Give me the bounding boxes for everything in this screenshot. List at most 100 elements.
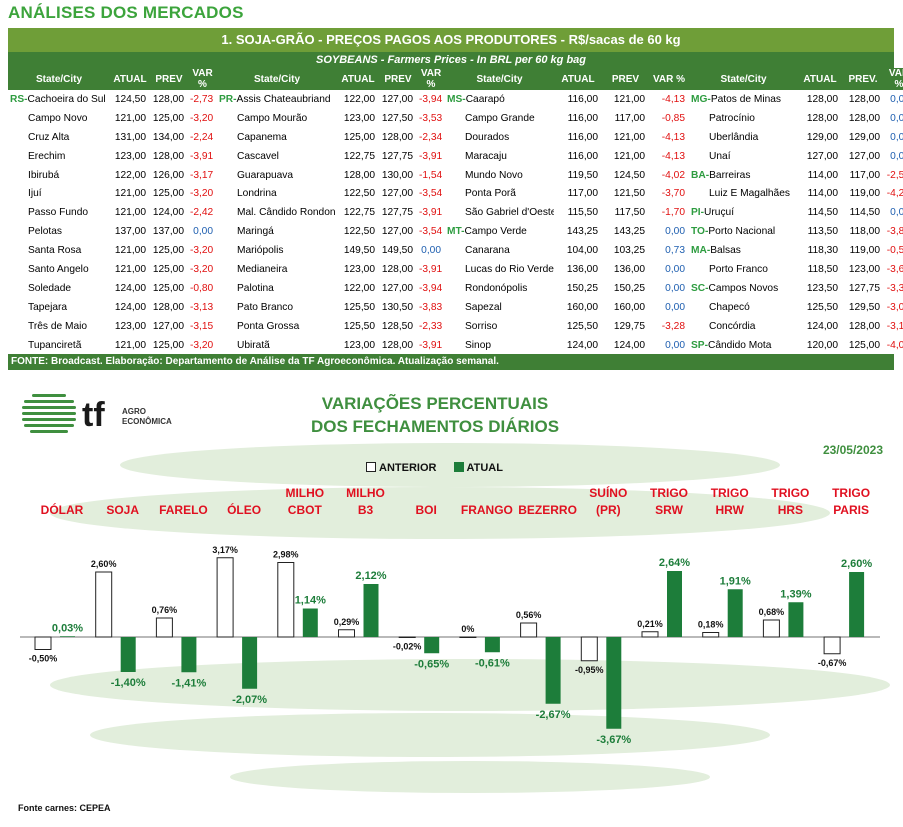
city-name: Sorriso	[465, 320, 498, 332]
city-name: Santo Angelo	[28, 263, 89, 275]
city-name: Barreiras	[709, 169, 751, 181]
table-row: Campo Novo 121,00 125,00 -3,20 Campo Mourão 1…	[8, 109, 903, 128]
city-cell: Medianeira	[217, 260, 337, 279]
category-label: BEZERRO	[518, 503, 577, 517]
state-code: PI-	[691, 207, 705, 219]
city-cell: Ibirubá	[8, 166, 110, 185]
price-variation: -0,85	[661, 112, 685, 124]
price-current: 122,00	[343, 93, 375, 105]
price-current: 131,00	[114, 131, 146, 143]
price-variation: 0,00	[890, 207, 903, 219]
price-previous: 124,00	[152, 207, 184, 219]
price-variation: 0,00	[890, 150, 903, 162]
price-previous: 128,00	[848, 320, 880, 332]
city-name: Dourados	[465, 131, 510, 143]
bar-anterior-label: -0,50%	[29, 654, 58, 664]
city-cell: Rondonópolis	[445, 279, 554, 298]
city-name: Mundo Novo	[465, 169, 523, 181]
city-name: Campo Novo	[28, 112, 88, 124]
city-name: Assis Chateaubriand	[236, 93, 331, 105]
logo-tf-text: tf	[82, 396, 105, 434]
city-cell: PI-Uruçuí	[689, 203, 798, 222]
price-current: 104,00	[566, 245, 598, 257]
price-current: 122,00	[114, 169, 146, 181]
city-cell: Erechim	[8, 147, 110, 166]
price-previous: 124,00	[613, 339, 645, 351]
price-variation: 0,00	[665, 226, 685, 238]
city-name: Ibirubá	[28, 169, 60, 181]
bar-atual	[302, 608, 318, 637]
bar-anterior-label: 0,18%	[698, 620, 724, 630]
bar-anterior	[580, 636, 598, 662]
city-cell: Mal. Cândido Rondon	[217, 203, 337, 222]
price-current: 160,00	[566, 301, 598, 313]
price-current: 114,50	[807, 207, 838, 219]
price-previous: 121,00	[613, 150, 645, 162]
city-cell: Ijuí	[8, 184, 110, 203]
city-name: Patos de Minas	[710, 93, 782, 105]
state-code: MT-	[447, 226, 465, 238]
city-cell: Dourados	[445, 128, 554, 147]
price-current: 137,00	[114, 226, 146, 238]
city-name: Cruz Alta	[28, 131, 70, 143]
price-current: 121,00	[114, 188, 146, 200]
price-variation: 0,00	[665, 263, 685, 275]
price-variation: -3,13	[190, 301, 214, 313]
price-variation: 0,00	[890, 112, 903, 124]
city-name: Pelotas	[28, 226, 62, 238]
bar-anterior	[520, 622, 538, 638]
city-cell: Ubiratã	[217, 336, 337, 355]
price-current: 121,00	[114, 207, 146, 219]
city-name: Ponta Porã	[465, 188, 516, 200]
bar-anterior	[277, 562, 295, 638]
price-current: 125,50	[806, 301, 838, 313]
bar-atual	[120, 637, 136, 672]
column-header: PREV	[379, 68, 417, 90]
price-previous: 127,50	[381, 112, 413, 124]
price-current: 124,00	[114, 282, 146, 294]
price-previous: 118,00	[849, 226, 880, 238]
price-current: 123,50	[806, 282, 838, 294]
price-variation: 0,00	[665, 301, 685, 313]
price-variation: -4,13	[661, 93, 685, 105]
price-variation: -2,24	[190, 131, 214, 143]
price-current: 124,00	[566, 339, 598, 351]
state-code: RS-	[10, 93, 28, 105]
chart-date: 23/05/2023	[822, 443, 883, 457]
price-previous: 121,50	[613, 188, 645, 200]
price-previous: 128,50	[381, 320, 413, 332]
price-current: 118,50	[807, 263, 838, 275]
city-cell: SC-Campos Novos	[689, 279, 798, 298]
price-previous: 129,00	[848, 131, 880, 143]
column-header: State/City	[689, 68, 798, 90]
bar-atual	[242, 637, 258, 689]
price-current: 123,00	[343, 339, 375, 351]
price-current: 122,50	[343, 188, 375, 200]
bar-atual	[606, 637, 622, 729]
category-label: BOI	[416, 503, 437, 517]
column-header: VAR %	[884, 68, 903, 90]
price-variation: -3,91	[419, 207, 443, 219]
column-header: ATUAL	[798, 68, 842, 90]
bar-anterior	[95, 571, 113, 638]
price-variation: -3,54	[419, 188, 443, 200]
price-current: 150,25	[566, 282, 598, 294]
price-variation: -3,20	[190, 339, 214, 351]
state-code: MS-	[447, 93, 466, 105]
price-variation: -2,73	[190, 93, 214, 105]
city-cell: Patrocínio	[689, 109, 798, 128]
city-cell: BA-Barreiras	[689, 166, 798, 185]
bar-atual	[667, 571, 682, 637]
city-cell: Maracaju	[445, 147, 554, 166]
price-previous: 127,00	[381, 282, 413, 294]
city-cell: Pelotas	[8, 222, 110, 241]
price-current: 123,00	[343, 263, 375, 275]
price-variation: -1,70	[661, 207, 685, 219]
price-variation: -3,81	[886, 226, 903, 238]
city-name: Campo Mourão	[237, 112, 308, 124]
table-row: Tapejara 124,00 128,00 -3,13 Pato Branco 125,…	[8, 298, 903, 317]
price-previous: 128,00	[848, 93, 880, 105]
price-current: 124,00	[114, 301, 146, 313]
table-row: RS-Cachoeira do Sul 124,50 128,00 -2,73 PR-A…	[8, 90, 903, 109]
soy-price-table: 1. SOJA-GRÃO - PREÇOS PAGOS AOS PRODUTOR…	[8, 28, 903, 371]
